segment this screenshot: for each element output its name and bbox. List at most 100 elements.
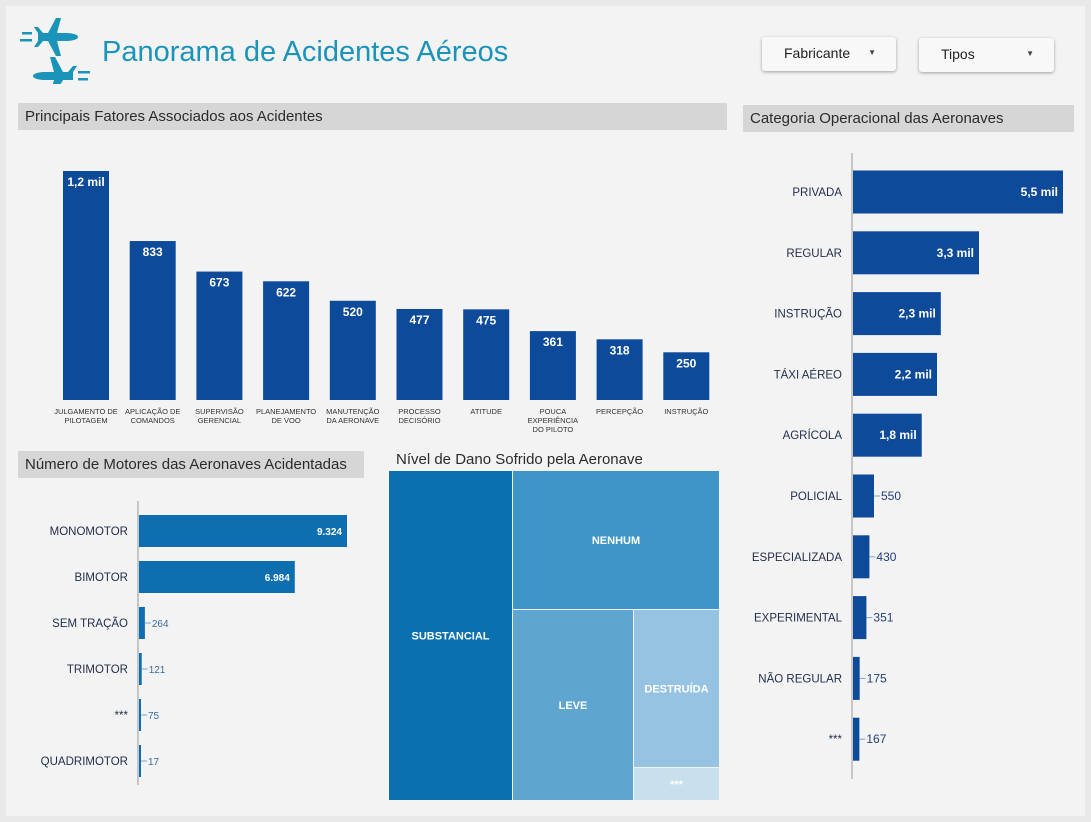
bar [139,607,145,639]
engines-section-title: Número de Motores das Aeronaves Acidenta… [18,451,364,478]
tick-label: APLICAÇÃO DE COMANDOS [125,407,180,425]
treemap-label: DESTRUÍDA [644,683,708,696]
bar [853,413,922,457]
data-label: 75 [148,711,160,722]
tick-label: PRIVADA [792,187,842,199]
bar [529,331,576,400]
treemap-cell [389,471,512,800]
data-label: 167 [866,732,886,746]
tick-label: PROCESSO DECISÓRIO [398,407,441,425]
data-label: 264 [152,619,169,630]
bar [853,596,867,640]
bar [139,699,141,731]
damage-section-title: Nível de Dano Sofrido pela Aeronave [396,451,643,468]
tick-label: TRIMOTOR [67,664,128,676]
fabricante-dropdown[interactable]: Fabricante ▼ [762,37,896,71]
caret-down-icon: ▼ [868,48,876,57]
treemap-label: *** [670,779,684,791]
bar [853,717,860,761]
treemap-cell [513,610,633,800]
tick-label: MONOMOTOR [50,526,128,538]
tick-label: MANUTENÇÃO DA AERONAVE [326,407,380,425]
data-label: 6.984 [265,573,290,584]
tick-label: *** [829,734,843,746]
category-section-title: Categoria Operacional das Aeronaves [743,105,1074,132]
tick-label: PLANEJAMENTO DE VOO [256,407,316,425]
data-label: 250 [676,356,696,370]
tick-label: JULGAMENTO DE PILOTAGEM [54,407,118,425]
treemap-cell [634,610,719,767]
fabricante-label: Fabricante [784,45,851,61]
engines-chart: MONOMOTOR 9.324 BIMOTOR 6.984 SEM TRAÇÃO 264 T… [41,501,347,785]
bar [196,271,243,400]
data-label: 5,5 mil [1021,185,1058,199]
data-label: 475 [476,313,496,327]
caret-down-icon: ▼ [1026,49,1034,58]
treemap-label: NENHUM [592,535,640,547]
data-label: 673 [209,276,229,290]
treemap-cell [513,471,719,609]
category-chart: PRIVADA 5,5 mil REGULAR 3,3 mil INSTRUÇÃO 2,3… [752,153,1063,779]
data-label: 1,2 mil [67,175,104,189]
bar [129,241,176,400]
tipos-label: Tipos [941,46,975,62]
treemap-cell [634,768,719,800]
data-label: 2,2 mil [895,367,932,381]
data-label: 520 [343,305,363,319]
bar [596,339,643,400]
tick-label: POLICIAL [790,491,842,503]
tick-label: *** [115,710,129,722]
data-label: 550 [881,489,901,503]
bar [263,281,310,400]
bar [139,515,347,547]
tick-label: REGULAR [786,248,842,260]
bar [463,309,510,400]
tick-label: EXPERIMENTAL [754,613,843,625]
tick-label: SUPERVISÃO GERENCIAL [195,407,244,425]
factors-chart: 1,2 mil JULGAMENTO DE PILOTAGEM 833 APLICAÇÃ… [54,171,710,434]
bar [329,300,376,400]
data-label: 430 [876,550,896,564]
tipos-dropdown[interactable]: Tipos ▼ [919,38,1054,72]
tick-label: PERCEPÇÃO [596,407,643,416]
data-label: 318 [610,343,630,357]
tick-label: QUADRIMOTOR [41,756,128,768]
airplanes-icon [20,18,90,84]
bar [853,231,979,275]
data-label: 351 [873,611,893,625]
treemap-label: LEVE [559,700,588,712]
page-title: Panorama de Acidentes Aéreos [102,36,509,68]
data-label: 477 [409,313,429,327]
tick-label: INSTRUÇÃO [774,308,842,321]
data-label: 3,3 mil [937,246,974,260]
tick-label: TÁXI AÉREO [774,368,842,381]
data-label: 175 [867,671,887,685]
bar [853,352,937,396]
tick-label: ATITUDE [470,407,502,416]
treemap-label: SUBSTANCIAL [411,631,489,643]
bar [853,535,870,579]
tick-label: BIMOTOR [75,572,128,584]
bar [853,656,860,700]
bar [139,745,141,777]
tick-label: SEM TRAÇÃO [52,617,128,630]
bar [853,474,874,518]
bar [396,308,443,400]
bar [139,653,142,685]
damage-chart: SUBSTANCIAL NENHUM LEVE DESTRUÍDA *** [389,471,719,800]
dashboard: Panorama de Acidentes Aéreos Fabricante … [6,6,1085,816]
data-label: 622 [276,285,296,299]
bar [63,171,109,400]
bar [663,352,710,400]
data-label: 9.324 [317,527,342,538]
data-label: 2,3 mil [898,307,935,321]
tick-label: NÃO REGULAR [758,672,842,685]
tick-label: INSTRUÇÃO [664,407,708,416]
bar [853,170,1063,214]
data-label: 121 [149,665,166,676]
data-label: 833 [143,245,163,259]
data-label: 1,8 mil [879,428,916,442]
tick-label: ESPECIALIZADA [752,552,842,564]
data-label: 361 [543,335,563,349]
data-label: 17 [148,757,160,768]
